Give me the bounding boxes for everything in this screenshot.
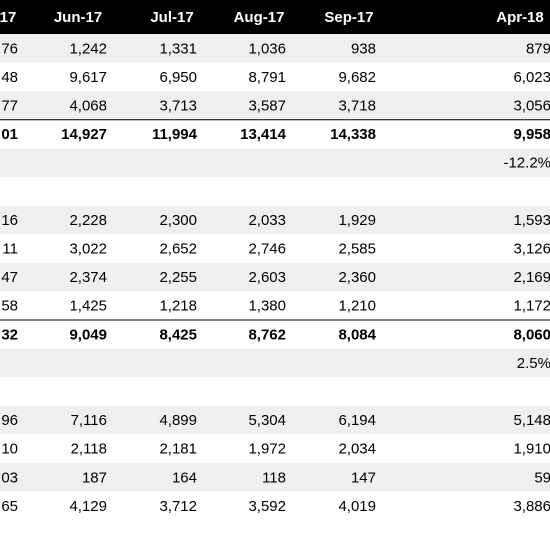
cell: 6,023 (513, 69, 550, 86)
cell: -12.2% (503, 155, 550, 172)
cell: 2,746 (248, 240, 286, 257)
row-shade (0, 463, 550, 492)
cell: 2,300 (159, 212, 197, 229)
column-header: Jul-17 (150, 9, 193, 26)
cell: 58 (1, 298, 18, 315)
cell: 1,380 (248, 298, 286, 315)
row-shade (0, 405, 550, 435)
cell: 8,791 (248, 69, 286, 86)
cell: 879 (526, 40, 550, 57)
cell: 1,210 (338, 298, 376, 315)
cell: 2,255 (159, 269, 197, 286)
cell: 1,593 (513, 212, 550, 229)
header-bar (0, 0, 550, 34)
cell: 65 (1, 498, 18, 515)
cell: 76 (1, 40, 18, 57)
cell: 11,994 (152, 126, 198, 143)
cell: 3,022 (69, 240, 107, 257)
cell: 3,712 (159, 498, 197, 515)
cell: 77 (1, 97, 18, 114)
cell: 2,118 (71, 441, 107, 458)
cell: 1,929 (338, 212, 376, 229)
cell: 2.5% (517, 355, 550, 372)
cell: 48 (1, 69, 18, 86)
cell: 8,762 (248, 326, 286, 343)
cell: 1,242 (69, 40, 107, 57)
row-shade (0, 148, 550, 177)
cell: 9,682 (338, 69, 376, 86)
cell: 8,084 (338, 326, 376, 343)
cell: 3,592 (248, 498, 286, 515)
cell: 2,585 (338, 240, 376, 257)
cell: 1,972 (248, 441, 286, 458)
row-shade (0, 34, 550, 63)
cell: 164 (172, 469, 197, 486)
cell: 9,049 (69, 326, 107, 343)
column-header: Jun-17 (54, 9, 102, 26)
cell: 3,126 (513, 240, 550, 257)
cell: 13,414 (240, 126, 287, 143)
cell: 118 (262, 469, 286, 486)
cell: 6,194 (338, 412, 376, 429)
row-shade (0, 348, 550, 378)
cell: 1,218 (159, 298, 197, 315)
cell: 3,886 (513, 498, 550, 515)
cell: 11 (2, 240, 18, 257)
cell: 3,718 (338, 97, 376, 114)
cell: 10 (1, 441, 18, 458)
cell: 2,228 (69, 212, 107, 229)
cell: 96 (1, 412, 18, 429)
cell: 6,950 (159, 69, 197, 86)
column-header: 17 (0, 9, 16, 26)
cell: 03 (1, 469, 18, 486)
cell: 2,034 (338, 441, 376, 458)
cell: 2,181 (159, 441, 197, 458)
cell: 14,927 (61, 126, 107, 143)
cell: 9,617 (69, 69, 107, 86)
cell: 01 (1, 126, 18, 143)
cell: 47 (1, 269, 18, 286)
cell: 9,958 (513, 126, 550, 143)
cell: 4,019 (338, 498, 376, 515)
cell: 938 (351, 40, 376, 57)
cell: 147 (351, 469, 376, 486)
cell: 2,603 (248, 269, 286, 286)
cell: 3,056 (513, 97, 550, 114)
cell: 1,331 (159, 40, 197, 57)
row-shade (0, 91, 550, 120)
cell: 3,713 (159, 97, 197, 114)
cell: 7,116 (71, 412, 107, 429)
cell: 14,338 (330, 126, 376, 143)
cell: 1,036 (248, 40, 286, 57)
cell: 187 (82, 469, 107, 486)
cell: 2,169 (513, 269, 550, 286)
column-header: Sep-17 (324, 9, 373, 26)
cell: 8,425 (159, 326, 197, 343)
cell: 4,129 (69, 498, 107, 515)
cell: 1,172 (513, 298, 550, 315)
column-header: Apr-18 (496, 9, 544, 26)
cell: 2,652 (159, 240, 197, 257)
cell: 2,374 (69, 269, 107, 286)
cell: 16 (1, 212, 18, 229)
column-header: Aug-17 (234, 9, 285, 26)
cell: 59 (534, 469, 550, 486)
cell: 5,148 (513, 412, 550, 429)
cell: 4,068 (69, 97, 107, 114)
cell: 2,033 (248, 212, 286, 229)
cell: 32 (1, 326, 18, 343)
row-shade (0, 262, 550, 292)
cell: 4,899 (159, 412, 197, 429)
row-shade (0, 205, 550, 235)
cell: 3,587 (248, 97, 286, 114)
cell: 5,304 (248, 412, 286, 429)
cell: 2,360 (338, 269, 376, 286)
cell: 8,060 (513, 326, 550, 343)
cell: 1,910 (513, 441, 550, 458)
cell: 1,425 (69, 298, 107, 315)
